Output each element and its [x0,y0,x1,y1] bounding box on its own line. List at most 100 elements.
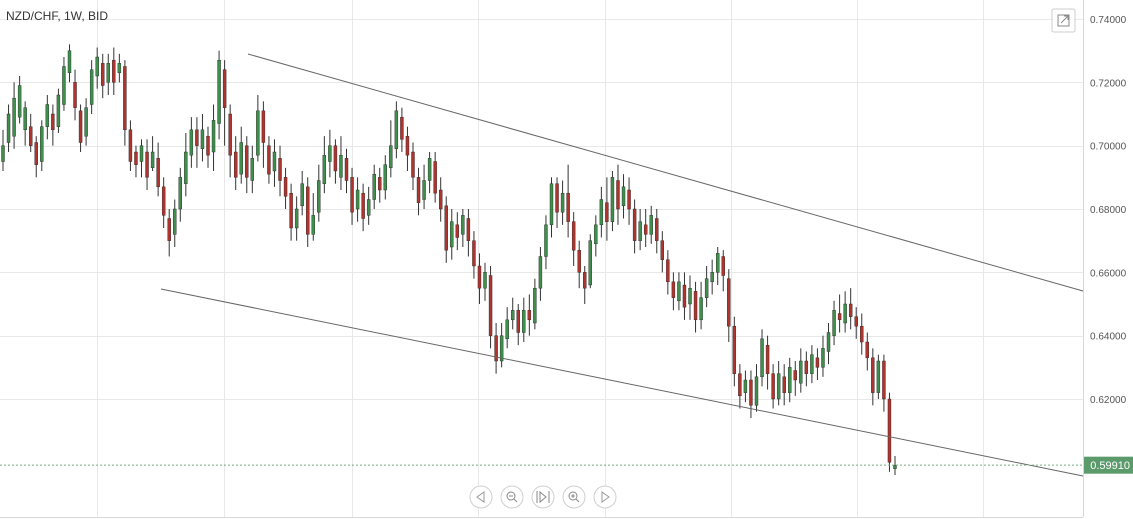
reset-button[interactable] [531,485,555,509]
candle [616,164,620,225]
candle [400,107,404,152]
candle [123,60,127,146]
candle-body [782,376,786,393]
price-tick-label: 0.70000 [1090,142,1127,153]
candle [394,101,399,159]
scroll-left-button[interactable] [469,485,493,509]
candle [544,215,548,270]
candle [621,174,626,219]
candle [566,164,570,238]
upper-trendline[interactable] [247,53,1084,292]
candle [882,354,886,412]
candle-body [306,186,310,235]
candle-body [461,215,465,235]
candle-body [67,50,72,74]
candle [649,205,653,244]
chevron-right-icon [601,491,610,503]
candle [583,266,587,304]
zoom-out-button[interactable] [500,485,524,509]
candle [522,297,526,342]
candle [195,117,199,168]
trendlines[interactable] [160,53,1084,477]
price-tick-label: 0.72000 [1090,78,1127,89]
candle [671,272,676,311]
candle-body [239,142,243,175]
candle [40,120,44,171]
candle [571,212,576,266]
candle [128,120,133,171]
candle-body [522,310,526,333]
candle-body [40,126,44,162]
candle-body [710,272,714,283]
chart-navigation [469,485,617,509]
candle-body [267,145,271,175]
candle [743,370,748,403]
candle [23,101,27,146]
candle-body [588,240,592,286]
candle-body [566,192,570,222]
candle [549,177,554,238]
candle [682,272,687,320]
candle [112,47,116,95]
candle-body [760,338,764,378]
candle [450,209,454,260]
candle-body [860,325,864,343]
candle [461,209,465,247]
candle-body [300,183,304,207]
candle-body [793,370,797,381]
candle [533,278,537,330]
candle-body [222,69,227,108]
candle-body [344,158,349,181]
candle [538,247,543,301]
candle-body [117,63,122,74]
candle-body [178,177,182,210]
candle [156,142,160,197]
candle-body [372,173,376,200]
candle [527,294,532,336]
candle-body [810,354,814,374]
candle-body [848,303,853,317]
lower-trendline[interactable] [160,288,1084,477]
candle-body [200,129,205,150]
candle-body [17,85,22,118]
candle-body [627,189,631,210]
candle-body [599,199,604,226]
candle-body [499,335,504,362]
candle-body [649,215,653,235]
reset-icon [536,490,550,504]
candle-body [721,256,725,276]
candle [455,212,460,251]
candle-body [173,208,177,235]
candle [677,272,681,311]
candle [494,323,498,374]
candle [12,82,16,149]
candle [361,183,365,232]
candle-body [228,113,232,156]
candle-body [6,113,11,143]
candle-body [422,180,426,200]
candle [738,364,742,409]
zoom-in-icon [568,491,580,503]
candle [727,269,731,342]
candle-body [488,275,493,336]
candle [145,139,149,190]
candle [289,183,293,241]
candle-body [494,335,498,362]
zoom-out-icon [506,491,518,503]
candle [184,133,188,197]
candle [710,259,714,295]
candle [389,120,393,178]
zoom-in-button[interactable] [562,485,586,509]
candle [95,47,99,89]
candle [516,304,520,346]
candle [239,126,243,184]
candle-body [632,208,637,241]
scroll-right-button[interactable] [593,485,617,509]
candle [815,348,820,380]
candles [1,44,897,475]
candle [488,266,493,349]
candle-body [150,151,155,169]
candle-body [776,373,781,400]
expand-button[interactable] [1051,8,1076,33]
